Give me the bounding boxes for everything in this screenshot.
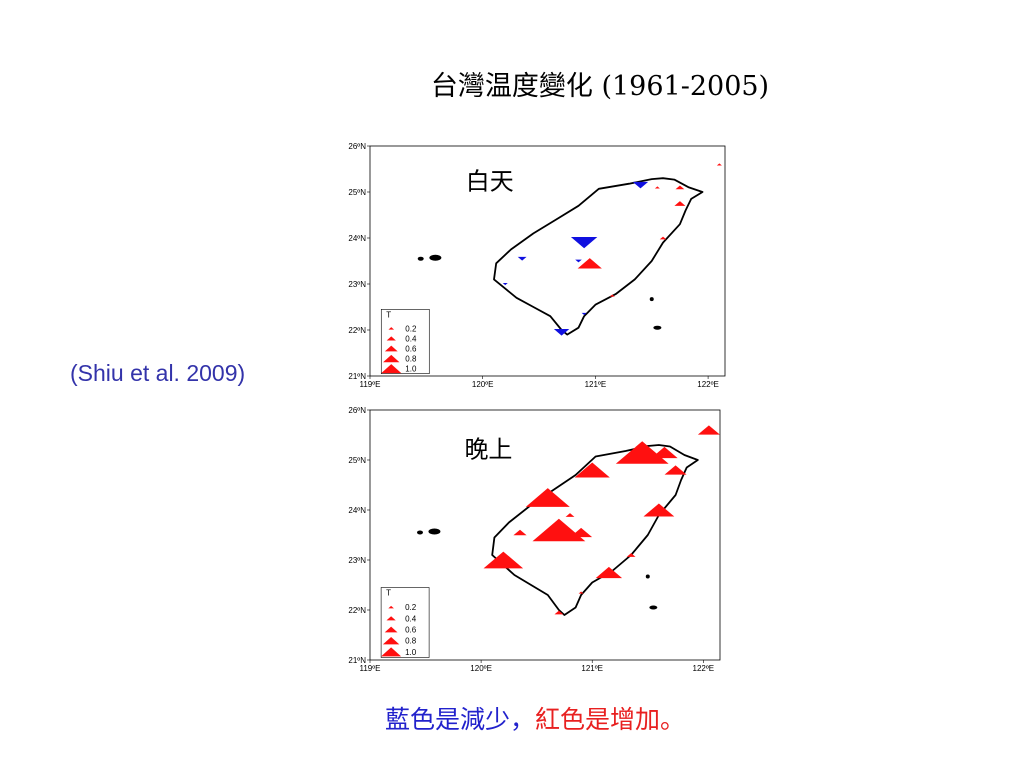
station-decrease-marker [632,181,649,189]
y-tick-label: 25ºN [348,188,366,197]
y-tick-label: 23ºN [348,556,366,565]
station-decrease-marker [570,236,598,249]
island [428,528,441,535]
legend-label: 0.6 [405,345,417,354]
legend-marker [386,336,396,341]
legend-label: 0.6 [405,626,417,635]
station-increase-marker [554,610,564,615]
station-increase-marker [716,163,722,166]
y-tick-label: 22ºN [348,326,366,335]
legend-marker [381,364,402,374]
y-tick-label: 21ºN [348,656,366,665]
map-frame [369,145,726,377]
legend-label: 0.4 [405,614,417,623]
legend-label: 0.8 [405,637,417,646]
legend-marker [384,626,398,633]
legend-label: 0.2 [405,324,417,333]
y-tick-label: 26ºN [348,142,366,151]
station-decrease-marker [502,282,508,286]
island [417,256,424,261]
island [645,574,650,579]
legend-marker [384,345,398,352]
legend-title: T [386,310,391,319]
legend-marker [388,327,395,330]
station-increase-marker [565,513,575,517]
station-increase-marker [697,425,720,435]
y-tick-label: 24ºN [348,234,366,243]
legend-label: 1.0 [405,648,417,657]
legend-label: 0.8 [405,355,417,364]
island [417,530,423,535]
legend-marker [383,354,400,363]
y-tick-label: 23ºN [348,280,366,289]
x-tick-label: 119ºE [359,664,380,673]
station-increase-marker [570,527,593,538]
x-tick-label: 119ºE [359,380,380,389]
panel-label: 白天 [466,168,514,196]
taiwan-coastline [491,444,699,616]
x-tick-label: 121ºE [585,380,607,389]
y-tick-label: 24ºN [348,506,366,515]
station-decrease-marker [581,312,587,315]
slide-title: 台灣温度變化 (1961-2005) [430,71,770,102]
station-increase-marker [643,503,675,517]
legend-marker [381,647,402,657]
x-tick-label: 122ºE [697,380,719,389]
station-increase-marker [483,551,524,569]
station-increase-marker [651,446,678,459]
station-increase-marker [513,529,527,536]
station-decrease-marker [517,256,527,261]
legend-marker [386,616,396,621]
caption: 藍色是減少，紅色是增加。 [385,700,685,736]
legend-box [380,309,430,375]
y-tick-label: 26ºN [348,406,366,415]
station-increase-marker [609,294,615,297]
x-tick-label: 121ºE [581,664,603,673]
legend-label: 0.4 [405,334,417,343]
legend-label: 1.0 [405,365,417,374]
y-tick-label: 22ºN [348,606,366,615]
station-increase-marker [659,236,667,240]
taiwan-coastline [493,177,704,336]
station-decrease-marker [575,259,582,263]
island [649,297,654,302]
y-tick-label: 21ºN [348,372,366,381]
x-tick-label: 122ºE [693,664,715,673]
island [429,254,442,261]
station-increase-marker [654,186,660,189]
x-tick-label: 120ºE [470,664,492,673]
station-increase-marker [577,258,602,269]
station-decrease-marker [553,329,570,336]
legend-marker [382,637,400,645]
x-tick-label: 120ºE [472,380,494,389]
legend-title: T [386,589,391,598]
caption-increase: 紅色是增加。 [535,705,686,734]
station-increase-marker [595,566,623,579]
station-increase-marker [664,465,687,475]
station-increase-marker [578,591,584,594]
station-increase-marker [525,488,570,507]
island [649,605,658,610]
legend-box [380,587,430,658]
station-increase-marker [675,185,685,190]
citation: (Shiu et al. 2009) [70,360,246,386]
legend-label: 0.2 [405,603,417,612]
station-increase-marker [574,462,610,478]
caption-decrease: 藍色是減少， [385,705,536,734]
y-tick-label: 25ºN [348,456,366,465]
station-increase-marker [626,553,636,557]
map-frame [369,409,721,661]
island [653,325,662,330]
station-increase-marker [674,201,686,206]
legend-marker [388,605,394,609]
panel-label: 晚上 [464,436,512,464]
